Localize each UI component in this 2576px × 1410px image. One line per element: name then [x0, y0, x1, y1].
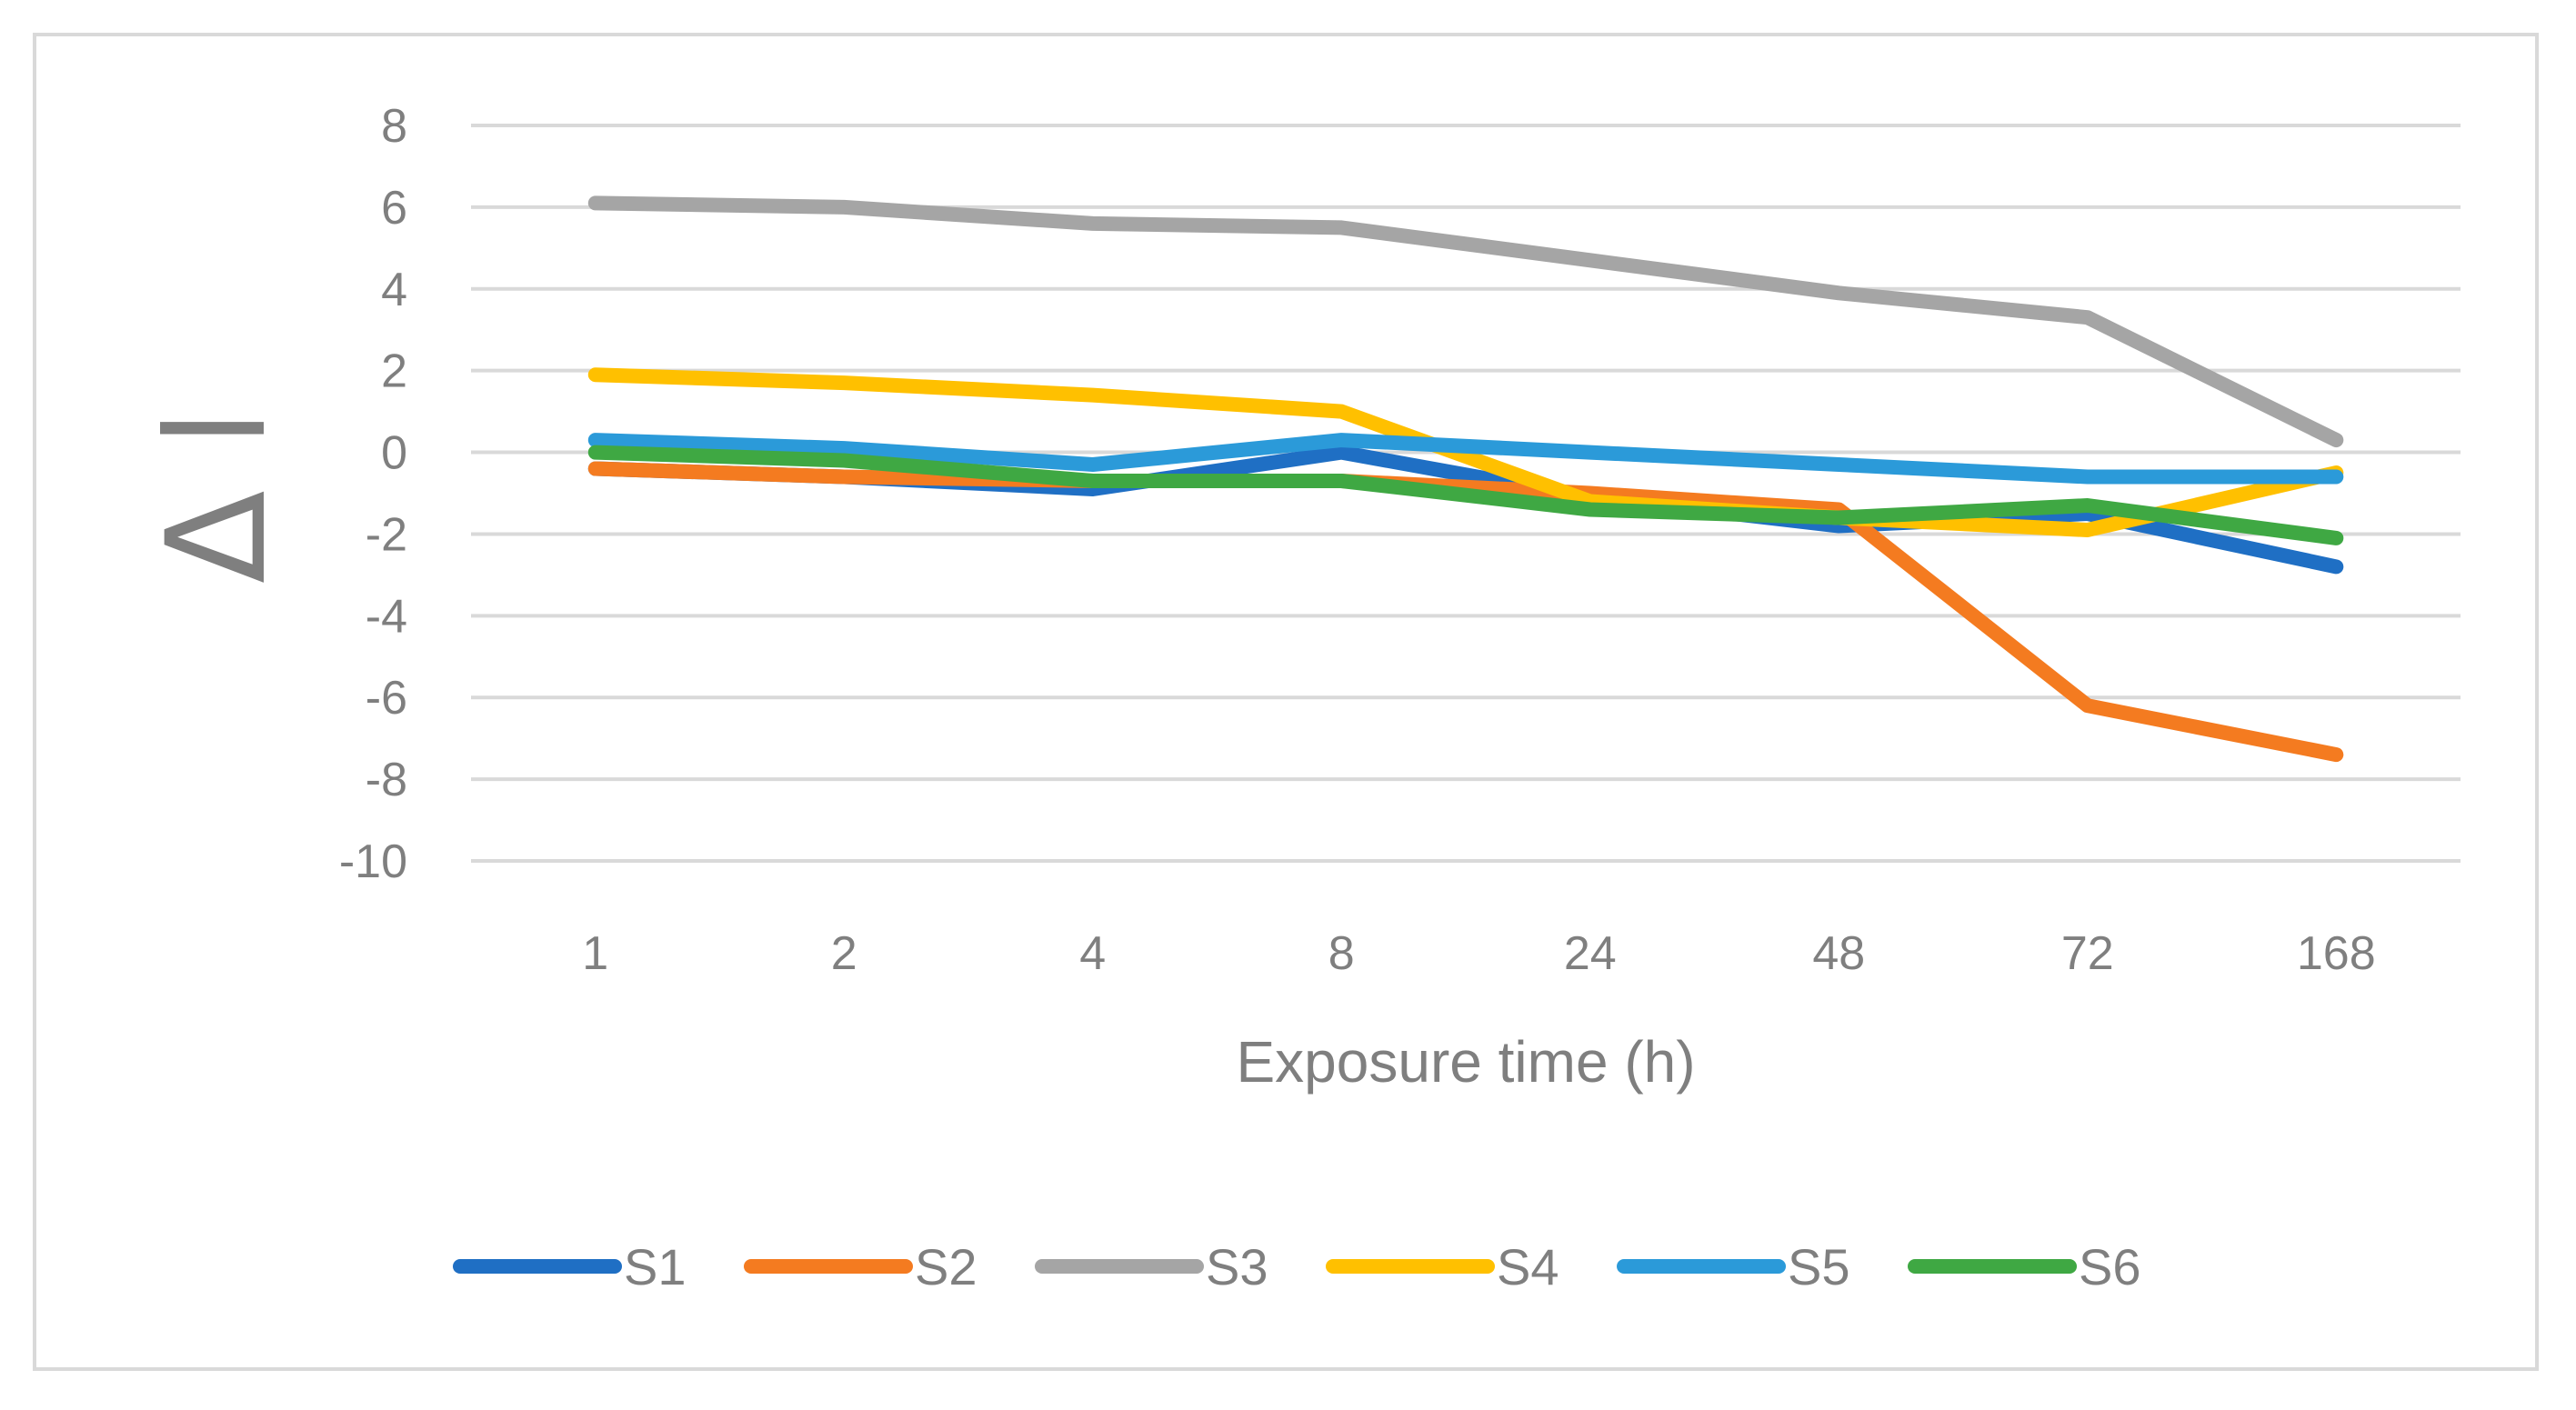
- legend-label: S1: [624, 1238, 687, 1295]
- legend-item-s1: S1: [453, 1238, 687, 1295]
- y-tick-label: -8: [366, 754, 407, 806]
- series-line-s4: [587, 367, 2344, 537]
- legend-item-s5: S5: [1617, 1238, 1850, 1295]
- x-tick-labels: 1 2 4 8 24 48 72 168: [582, 927, 2375, 980]
- x-tick-label: 1: [582, 927, 608, 980]
- legend-label: S5: [1788, 1238, 1850, 1295]
- y-tick-label: -2: [366, 508, 407, 561]
- legend-label: S3: [1206, 1238, 1268, 1295]
- y-tick-label: 2: [381, 345, 407, 398]
- y-tick-label: 6: [381, 182, 407, 235]
- series-line-s6: [587, 445, 2344, 545]
- series-line-s5: [587, 433, 2344, 485]
- x-tick-label: 24: [1564, 927, 1617, 980]
- legend-label: S6: [2079, 1238, 2141, 1295]
- x-tick-label: 168: [2297, 927, 2376, 980]
- legend-item-s6: S6: [1908, 1238, 2141, 1295]
- x-tick-label: 72: [2061, 927, 2114, 980]
- legend-label: S4: [1497, 1238, 1559, 1295]
- x-tick-label: 2: [831, 927, 857, 980]
- legend-item-s2: S2: [744, 1238, 977, 1295]
- x-tick-label: 8: [1328, 927, 1355, 980]
- y-tick-label: 0: [381, 427, 407, 480]
- y-tick-label: 8: [381, 100, 407, 153]
- y-tick-label: 4: [381, 264, 407, 316]
- x-tick-label: 48: [1812, 927, 1865, 980]
- y-tick-labels: 8 6 4 2 0 -2 -4 -6 -8 -10: [339, 100, 407, 888]
- series-lines: [587, 195, 2344, 763]
- x-axis-title: Exposure time (h): [1236, 1029, 1695, 1095]
- y-tick-label: -10: [339, 835, 407, 888]
- chart-frame: [33, 33, 2539, 1371]
- series-line-s3: [587, 195, 2344, 448]
- y-axis-title: Δ l: [138, 409, 296, 584]
- series-line-s2: [587, 461, 2344, 763]
- x-tick-label: 4: [1079, 927, 1106, 980]
- legend-label: S2: [915, 1238, 977, 1295]
- y-tick-label: -6: [366, 672, 407, 725]
- legend: S1 S2 S3 S4 S5 S6: [453, 1238, 2141, 1295]
- legend-item-s4: S4: [1326, 1238, 1559, 1295]
- legend-item-s3: S3: [1035, 1238, 1268, 1295]
- y-tick-label: -4: [366, 590, 407, 643]
